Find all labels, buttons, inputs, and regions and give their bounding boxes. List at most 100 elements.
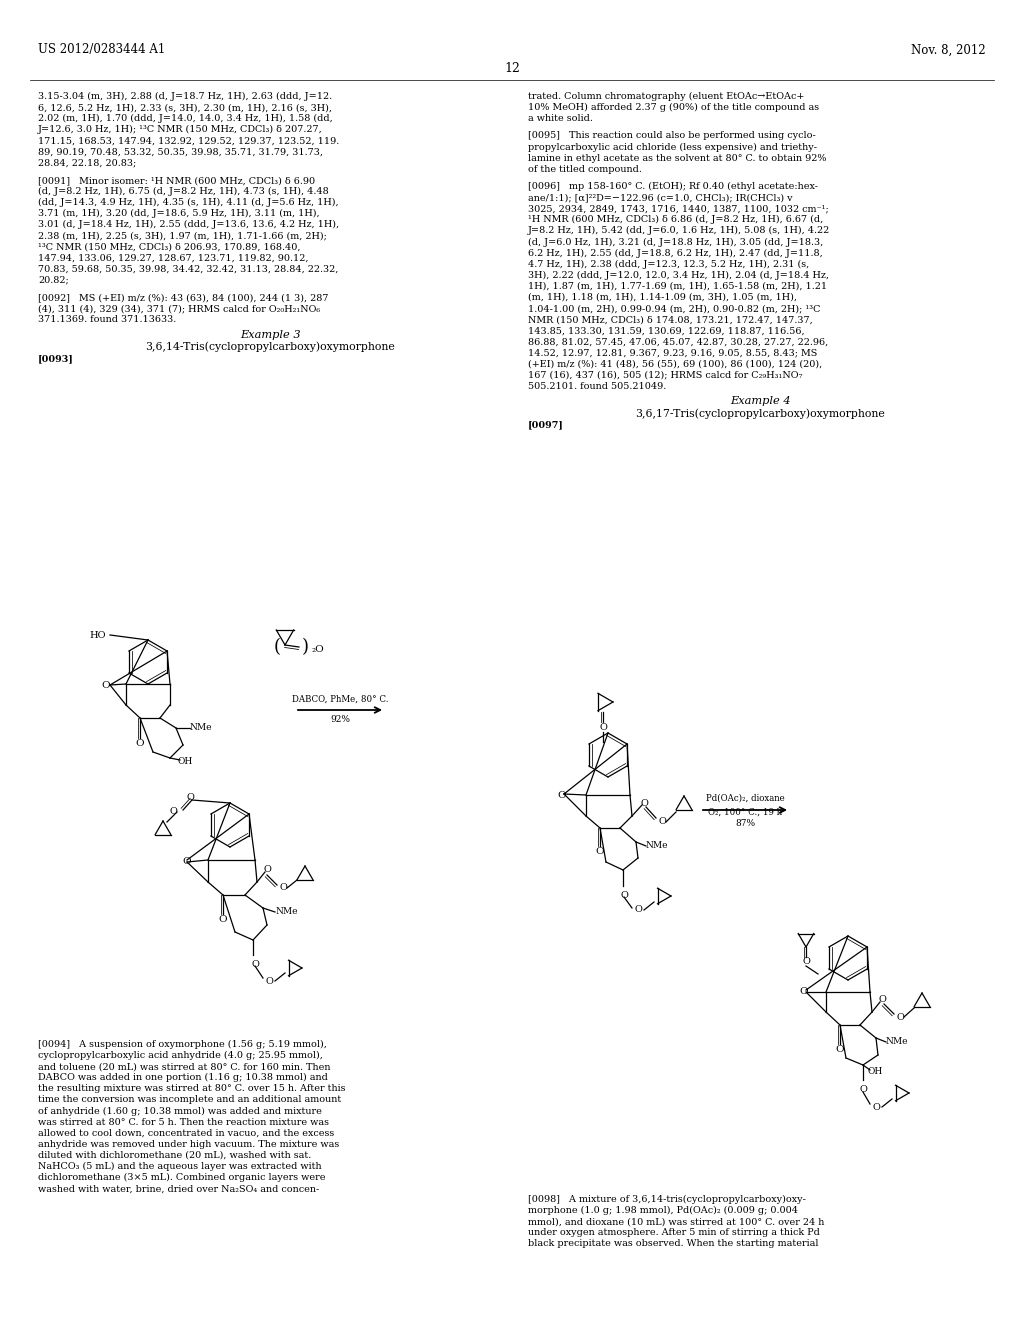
- Text: O: O: [280, 883, 287, 892]
- Text: (d, J=6.0 Hz, 1H), 3.21 (d, J=18.8 Hz, 1H), 3.05 (dd, J=18.3,: (d, J=6.0 Hz, 1H), 3.21 (d, J=18.8 Hz, 1…: [528, 238, 823, 247]
- Text: 28.84, 22.18, 20.83;: 28.84, 22.18, 20.83;: [38, 158, 136, 168]
- Text: ): ): [301, 638, 308, 656]
- Text: (: (: [273, 638, 281, 656]
- Text: O: O: [186, 793, 194, 803]
- Text: O: O: [558, 791, 566, 800]
- Text: O: O: [596, 847, 604, 857]
- Text: 2.38 (m, 1H), 2.25 (s, 3H), 1.97 (m, 1H), 1.71-1.66 (m, 2H);: 2.38 (m, 1H), 2.25 (s, 3H), 1.97 (m, 1H)…: [38, 231, 327, 240]
- Text: diluted with dichloromethane (20 mL), washed with sat.: diluted with dichloromethane (20 mL), wa…: [38, 1151, 311, 1160]
- Text: propylcarboxylic acid chloride (less expensive) and triethy-: propylcarboxylic acid chloride (less exp…: [528, 143, 817, 152]
- Text: O: O: [263, 866, 271, 874]
- Text: O: O: [136, 739, 144, 748]
- Text: 143.85, 133.30, 131.59, 130.69, 122.69, 118.87, 116.56,: 143.85, 133.30, 131.59, 130.69, 122.69, …: [528, 326, 805, 335]
- Text: 147.94, 133.06, 129.27, 128.67, 123.71, 119.82, 90.12,: 147.94, 133.06, 129.27, 128.67, 123.71, …: [38, 253, 308, 263]
- Text: 3025, 2934, 2849, 1743, 1716, 1440, 1387, 1100, 1032 cm⁻¹;: 3025, 2934, 2849, 1743, 1716, 1440, 1387…: [528, 205, 828, 213]
- Text: 20.82;: 20.82;: [38, 276, 69, 285]
- Text: O: O: [182, 858, 191, 866]
- Text: Nov. 8, 2012: Nov. 8, 2012: [911, 44, 986, 57]
- Text: 1H), 1.87 (m, 1H), 1.77-1.69 (m, 1H), 1.65-1.58 (m, 2H), 1.21: 1H), 1.87 (m, 1H), 1.77-1.69 (m, 1H), 1.…: [528, 281, 827, 290]
- Text: 12: 12: [504, 62, 520, 74]
- Text: NMe: NMe: [275, 908, 298, 916]
- Text: dichloromethane (3×5 mL). Combined organic layers were: dichloromethane (3×5 mL). Combined organ…: [38, 1173, 326, 1183]
- Text: O: O: [640, 800, 648, 808]
- Text: (dd, J=14.3, 4.9 Hz, 1H), 4.35 (s, 1H), 4.11 (d, J=5.6 Hz, 1H),: (dd, J=14.3, 4.9 Hz, 1H), 4.35 (s, 1H), …: [38, 198, 339, 207]
- Text: 6.2 Hz, 1H), 2.55 (dd, J=18.8, 6.2 Hz, 1H), 2.47 (dd, J=11.8,: 6.2 Hz, 1H), 2.55 (dd, J=18.8, 6.2 Hz, 1…: [528, 248, 822, 257]
- Text: 6, 12.6, 5.2 Hz, 1H), 2.33 (s, 3H), 2.30 (m, 1H), 2.16 (s, 3H),: 6, 12.6, 5.2 Hz, 1H), 2.33 (s, 3H), 2.30…: [38, 103, 332, 112]
- Text: OH: OH: [868, 1068, 884, 1077]
- Text: [0096]   mp 158-160° C. (EtOH); Rf 0.40 (ethyl acetate:hex-: [0096] mp 158-160° C. (EtOH); Rf 0.40 (e…: [528, 182, 818, 191]
- Text: 3.71 (m, 1H), 3.20 (dd, J=18.6, 5.9 Hz, 1H), 3.11 (m, 1H),: 3.71 (m, 1H), 3.20 (dd, J=18.6, 5.9 Hz, …: [38, 209, 319, 218]
- Text: 70.83, 59.68, 50.35, 39.98, 34.42, 32.42, 31.13, 28.84, 22.32,: 70.83, 59.68, 50.35, 39.98, 34.42, 32.42…: [38, 264, 338, 273]
- Text: 3,6,17-Tris(cyclopropylcarboxy)oxymorphone: 3,6,17-Tris(cyclopropylcarboxy)oxymorpho…: [635, 408, 885, 418]
- Text: O: O: [872, 1102, 880, 1111]
- Text: DABCO, PhMe, 80° C.: DABCO, PhMe, 80° C.: [292, 694, 388, 704]
- Text: (m, 1H), 1.18 (m, 1H), 1.14-1.09 (m, 3H), 1.05 (m, 1H),: (m, 1H), 1.18 (m, 1H), 1.14-1.09 (m, 3H)…: [528, 293, 797, 302]
- Text: Example 4: Example 4: [730, 396, 791, 407]
- Text: O: O: [599, 722, 607, 731]
- Text: 3H), 2.22 (ddd, J=12.0, 12.0, 3.4 Hz, 1H), 2.04 (d, J=18.4 Hz,: 3H), 2.22 (ddd, J=12.0, 12.0, 3.4 Hz, 1H…: [528, 271, 829, 280]
- Text: [0092]   MS (+EI) m/z (%): 43 (63), 84 (100), 244 (1 3), 287: [0092] MS (+EI) m/z (%): 43 (63), 84 (10…: [38, 293, 329, 302]
- Text: 505.2101. found 505.21049.: 505.2101. found 505.21049.: [528, 381, 667, 391]
- Text: O: O: [251, 960, 259, 969]
- Text: [0094]   A suspension of oxymorphone (1.56 g; 5.19 mmol),: [0094] A suspension of oxymorphone (1.56…: [38, 1040, 327, 1049]
- Text: (4), 311 (4), 329 (34), 371 (7); HRMS calcd for O₂₀H₂₁NO₆: (4), 311 (4), 329 (34), 371 (7); HRMS ca…: [38, 304, 321, 313]
- Text: 92%: 92%: [330, 714, 350, 723]
- Text: 3.15-3.04 (m, 3H), 2.88 (d, J=18.7 Hz, 1H), 2.63 (ddd, J=12.: 3.15-3.04 (m, 3H), 2.88 (d, J=18.7 Hz, 1…: [38, 92, 332, 102]
- Text: [0091]   Minor isomer: ¹H NMR (600 MHz, CDCl₃) δ 6.90: [0091] Minor isomer: ¹H NMR (600 MHz, CD…: [38, 176, 315, 185]
- Text: O: O: [634, 906, 642, 915]
- Text: NaHCO₃ (5 mL) and the aqueous layer was extracted with: NaHCO₃ (5 mL) and the aqueous layer was …: [38, 1162, 322, 1171]
- Text: anhydride was removed under high vacuum. The mixture was: anhydride was removed under high vacuum.…: [38, 1140, 339, 1148]
- Text: 167 (16), 437 (16), 505 (12); HRMS calcd for C₂₉H₃₁NO₇: 167 (16), 437 (16), 505 (12); HRMS calcd…: [528, 371, 803, 380]
- Text: O: O: [878, 995, 886, 1005]
- Text: lamine in ethyl acetate as the solvent at 80° C. to obtain 92%: lamine in ethyl acetate as the solvent a…: [528, 153, 826, 162]
- Text: O: O: [802, 957, 810, 965]
- Text: 86.88, 81.02, 57.45, 47.06, 45.07, 42.87, 30.28, 27.27, 22.96,: 86.88, 81.02, 57.45, 47.06, 45.07, 42.87…: [528, 338, 828, 346]
- Text: ₂O: ₂O: [312, 645, 325, 655]
- Text: 87%: 87%: [735, 820, 755, 829]
- Text: 1.04-1.00 (m, 2H), 0.99-0.94 (m, 2H), 0.90-0.82 (m, 2H); ¹³C: 1.04-1.00 (m, 2H), 0.99-0.94 (m, 2H), 0.…: [528, 304, 820, 313]
- Text: allowed to cool down, concentrated in vacuo, and the excess: allowed to cool down, concentrated in va…: [38, 1129, 334, 1138]
- Text: a white solid.: a white solid.: [528, 115, 593, 123]
- Text: NMe: NMe: [190, 723, 213, 733]
- Text: O: O: [169, 808, 177, 817]
- Text: ¹H NMR (600 MHz, CDCl₃) δ 6.86 (d, J=8.2 Hz, 1H), 6.67 (d,: ¹H NMR (600 MHz, CDCl₃) δ 6.86 (d, J=8.2…: [528, 215, 823, 224]
- Text: (+EI) m/z (%): 41 (48), 56 (55), 69 (100), 86 (100), 124 (20),: (+EI) m/z (%): 41 (48), 56 (55), 69 (100…: [528, 359, 822, 368]
- Text: 14.52, 12.97, 12.81, 9.367, 9.23, 9.16, 9.05, 8.55, 8.43; MS: 14.52, 12.97, 12.81, 9.367, 9.23, 9.16, …: [528, 348, 817, 358]
- Text: morphone (1.0 g; 1.98 mmol), Pd(OAc)₂ (0.009 g; 0.004: morphone (1.0 g; 1.98 mmol), Pd(OAc)₂ (0…: [528, 1206, 798, 1216]
- Text: O: O: [800, 987, 808, 997]
- Text: black precipitate was observed. When the starting material: black precipitate was observed. When the…: [528, 1239, 818, 1249]
- Text: 2.02 (m, 1H), 1.70 (ddd, J=14.0, 14.0, 3.4 Hz, 1H), 1.58 (dd,: 2.02 (m, 1H), 1.70 (ddd, J=14.0, 14.0, 3…: [38, 115, 333, 123]
- Text: O: O: [859, 1085, 867, 1094]
- Text: O: O: [265, 977, 273, 986]
- Text: US 2012/0283444 A1: US 2012/0283444 A1: [38, 44, 165, 57]
- Text: HO: HO: [89, 631, 106, 639]
- Text: (d, J=8.2 Hz, 1H), 6.75 (d, J=8.2 Hz, 1H), 4.73 (s, 1H), 4.48: (d, J=8.2 Hz, 1H), 6.75 (d, J=8.2 Hz, 1H…: [38, 187, 329, 197]
- Text: O: O: [836, 1045, 845, 1055]
- Text: NMe: NMe: [886, 1038, 908, 1047]
- Text: washed with water, brine, dried over Na₂SO₄ and concen-: washed with water, brine, dried over Na₂…: [38, 1184, 319, 1193]
- Text: 89, 90.19, 70.48, 53.32, 50.35, 39.98, 35.71, 31.79, 31.73,: 89, 90.19, 70.48, 53.32, 50.35, 39.98, 3…: [38, 148, 323, 157]
- Text: was stirred at 80° C. for 5 h. Then the reaction mixture was: was stirred at 80° C. for 5 h. Then the …: [38, 1118, 329, 1127]
- Text: O: O: [621, 891, 628, 900]
- Text: J=8.2 Hz, 1H), 5.42 (dd, J=6.0, 1.6 Hz, 1H), 5.08 (s, 1H), 4.22: J=8.2 Hz, 1H), 5.42 (dd, J=6.0, 1.6 Hz, …: [528, 226, 830, 235]
- Text: 171.15, 168.53, 147.94, 132.92, 129.52, 129.37, 123.52, 119.: 171.15, 168.53, 147.94, 132.92, 129.52, …: [38, 136, 339, 145]
- Text: [0098]   A mixture of 3,6,14-tris(cyclopropylcarboxy)oxy-: [0098] A mixture of 3,6,14-tris(cyclopro…: [528, 1195, 806, 1204]
- Text: Pd(OAc)₂, dioxane: Pd(OAc)₂, dioxane: [706, 793, 784, 803]
- Text: trated. Column chromatography (eluent EtOAc→EtOAc+: trated. Column chromatography (eluent Et…: [528, 92, 805, 102]
- Text: time the conversion was incomplete and an additional amount: time the conversion was incomplete and a…: [38, 1096, 341, 1105]
- Text: ane/1:1); [α]²²D=−122.96 (c=1.0, CHCl₃); IR(CHCl₃) v: ane/1:1); [α]²²D=−122.96 (c=1.0, CHCl₃);…: [528, 193, 793, 202]
- Text: mmol), and dioxane (10 mL) was stirred at 100° C. over 24 h: mmol), and dioxane (10 mL) was stirred a…: [528, 1217, 824, 1226]
- Text: cyclopropylcarboxylic acid anhydride (4.0 g; 25.95 mmol),: cyclopropylcarboxylic acid anhydride (4.…: [38, 1051, 323, 1060]
- Text: DABCO was added in one portion (1.16 g; 10.38 mmol) and: DABCO was added in one portion (1.16 g; …: [38, 1073, 328, 1082]
- Text: [0097]: [0097]: [528, 420, 564, 429]
- Text: and toluene (20 mL) was stirred at 80° C. for 160 min. Then: and toluene (20 mL) was stirred at 80° C…: [38, 1063, 331, 1072]
- Text: O: O: [658, 817, 666, 826]
- Text: 10% MeOH) afforded 2.37 g (90%) of the title compound as: 10% MeOH) afforded 2.37 g (90%) of the t…: [528, 103, 819, 112]
- Text: under oxygen atmosphere. After 5 min of stirring a thick Pd: under oxygen atmosphere. After 5 min of …: [528, 1229, 820, 1237]
- Text: 371.1369. found 371.13633.: 371.1369. found 371.13633.: [38, 315, 176, 325]
- Text: J=12.6, 3.0 Hz, 1H); ¹³C NMR (150 MHz, CDCl₃) δ 207.27,: J=12.6, 3.0 Hz, 1H); ¹³C NMR (150 MHz, C…: [38, 125, 323, 135]
- Text: O: O: [219, 916, 227, 924]
- Text: O: O: [101, 681, 111, 689]
- Text: 3,6,14-Tris(cyclopropylcarboxy)oxymorphone: 3,6,14-Tris(cyclopropylcarboxy)oxymorpho…: [145, 342, 395, 352]
- Text: [0095]   This reaction could also be performed using cyclo-: [0095] This reaction could also be perfo…: [528, 132, 816, 140]
